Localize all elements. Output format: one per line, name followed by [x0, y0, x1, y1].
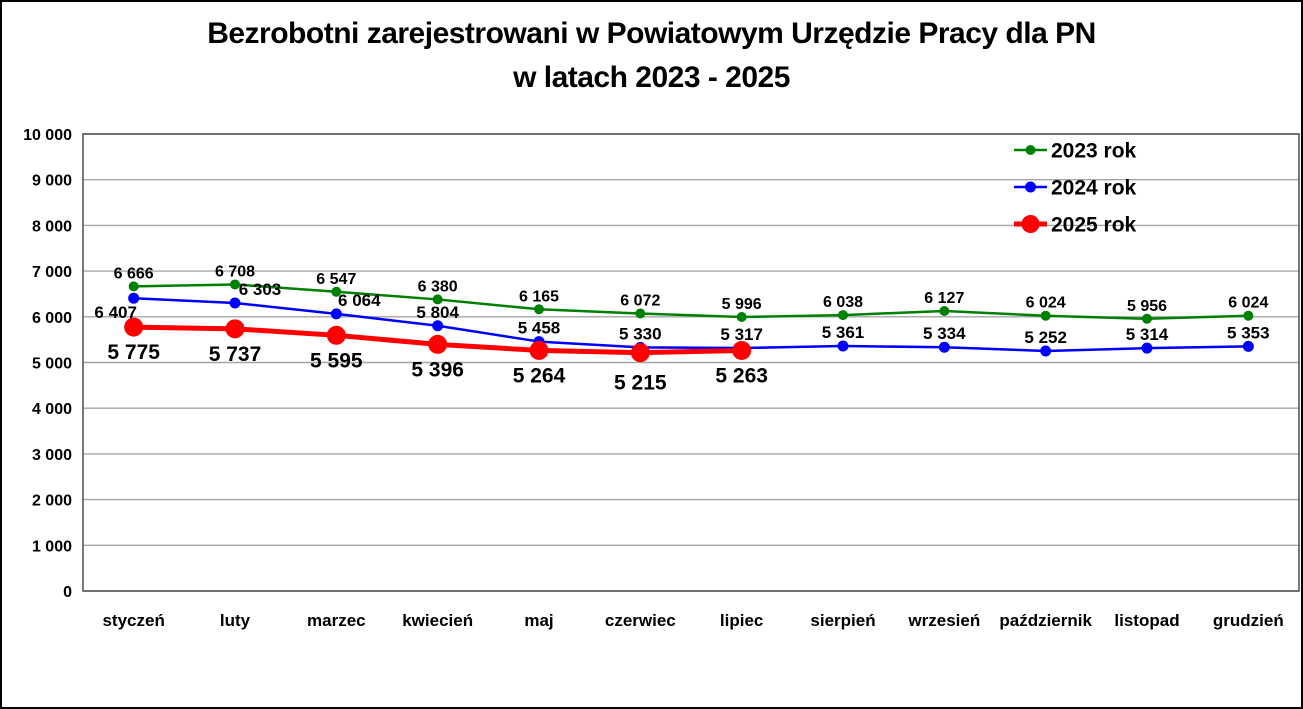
data-point-marker [736, 311, 747, 322]
y-axis-tick-label: 10 000 [23, 127, 72, 144]
data-point-marker [128, 292, 140, 304]
x-axis-category-label: marzec [307, 611, 366, 630]
data-point-marker [1243, 310, 1254, 321]
data-point-marker [1141, 342, 1153, 354]
data-point-marker [529, 340, 549, 360]
legend-label: 2024 rok [1051, 177, 1137, 200]
data-point-label: 5 595 [310, 349, 363, 372]
data-point-marker [534, 304, 544, 315]
data-point-label: 6 024 [1026, 295, 1066, 312]
x-axis-category-label: maj [524, 611, 553, 630]
data-point-label: 6 165 [519, 288, 559, 305]
legend-marker-dot-icon [1025, 181, 1036, 193]
series-line-2023-rok [132, 283, 1250, 321]
data-point-label: 5 317 [720, 325, 763, 344]
y-axis-tick-label: 5 000 [32, 356, 72, 373]
data-point-label: 5 396 [411, 358, 464, 381]
data-point-marker [229, 297, 241, 309]
data-point-marker [939, 305, 950, 316]
legend-label: 2025 rok [1051, 214, 1137, 237]
data-point-marker [1242, 340, 1254, 352]
data-point-marker [838, 310, 848, 321]
data-point-label: 6 038 [823, 294, 863, 311]
data-point-marker [432, 294, 443, 305]
data-point-marker [1142, 313, 1152, 324]
x-axis-category-label: grudzień [1213, 611, 1284, 630]
x-axis-category-label: listopad [1114, 611, 1179, 630]
data-point-label: 6 024 [1228, 295, 1268, 312]
x-axis-category-label: październik [999, 611, 1092, 630]
data-point-marker [124, 317, 144, 337]
data-point-marker [1040, 345, 1052, 357]
data-point-label: 5 330 [619, 324, 662, 343]
data-point-label: 6 407 [94, 303, 137, 322]
data-point-marker [428, 334, 448, 354]
x-axis-category-label: lipiec [720, 611, 763, 630]
data-point-marker [1040, 310, 1051, 321]
data-point-label: 5 252 [1024, 328, 1067, 347]
y-axis-tick-label: 2 000 [32, 493, 72, 510]
y-axis-tick-label: 1 000 [32, 538, 72, 555]
series-line-2024-rok [132, 296, 1250, 353]
chart-title: Bezrobotni zarejestrowani w Powiatowym U… [2, 12, 1301, 100]
x-axis-category-label: styczeń [102, 611, 164, 630]
y-axis-tick-label: 0 [63, 584, 72, 601]
data-point-marker [635, 308, 646, 319]
plot-border [82, 133, 1300, 592]
data-point-marker [837, 340, 849, 352]
chart-title-line2: w latach 2023 - 2025 [513, 61, 790, 94]
data-point-label: 5 263 [715, 364, 768, 387]
x-axis-category-label: kwiecień [402, 611, 473, 630]
x-axis-category-label: luty [220, 611, 251, 630]
data-point-label: 6 072 [620, 293, 660, 310]
data-point-marker [432, 320, 444, 332]
data-point-label: 6 666 [114, 265, 154, 282]
x-axis-category-label: czerwiec [605, 611, 676, 630]
data-point-label: 5 215 [614, 372, 667, 395]
data-point-marker [331, 286, 342, 297]
data-point-label: 6 708 [215, 263, 255, 280]
data-point-label: 5 458 [518, 319, 561, 338]
y-axis-tick-label: 8 000 [32, 218, 72, 235]
data-point-label: 5 775 [107, 341, 160, 364]
data-point-marker [225, 319, 245, 339]
data-point-label: 5 996 [722, 296, 762, 313]
data-point-label: 5 361 [822, 323, 865, 342]
chart-title-line1: Bezrobotni zarejestrowani w Powiatowym U… [207, 17, 1096, 50]
data-point-label: 5 804 [416, 303, 459, 322]
legend-marker-dot-icon [1025, 145, 1036, 155]
data-point-label: 5 737 [209, 343, 262, 366]
data-point-label: 6 064 [338, 291, 381, 310]
data-point-label: 5 956 [1127, 298, 1167, 315]
data-point-label: 5 334 [923, 324, 966, 343]
data-point-label: 5 264 [513, 364, 566, 387]
x-axis-category-label: wrzesień [907, 611, 980, 630]
data-point-label: 6 547 [316, 271, 356, 288]
legend-label: 2023 rok [1051, 140, 1137, 163]
legend-marker-dot-icon [1021, 215, 1040, 233]
y-axis-tick-label: 4 000 [32, 401, 72, 418]
data-point-marker [938, 341, 950, 353]
y-axis-tick-label: 3 000 [32, 447, 72, 464]
data-point-label: 5 353 [1227, 323, 1270, 342]
data-point-label: 5 314 [1126, 325, 1169, 344]
data-point-marker [630, 343, 650, 363]
data-point-marker [732, 340, 752, 360]
data-point-label: 6 380 [418, 278, 458, 295]
data-point-label: 6 303 [239, 280, 282, 299]
y-axis-tick-label: 6 000 [32, 310, 72, 327]
y-axis-tick-label: 9 000 [32, 173, 72, 190]
data-point-marker [326, 325, 346, 345]
x-axis-category-label: sierpień [810, 611, 875, 630]
y-axis-tick-label: 7 000 [32, 264, 72, 281]
data-point-label: 6 127 [924, 290, 964, 307]
data-point-marker [330, 308, 342, 320]
data-point-marker [128, 281, 139, 292]
data-point-marker [230, 279, 240, 290]
